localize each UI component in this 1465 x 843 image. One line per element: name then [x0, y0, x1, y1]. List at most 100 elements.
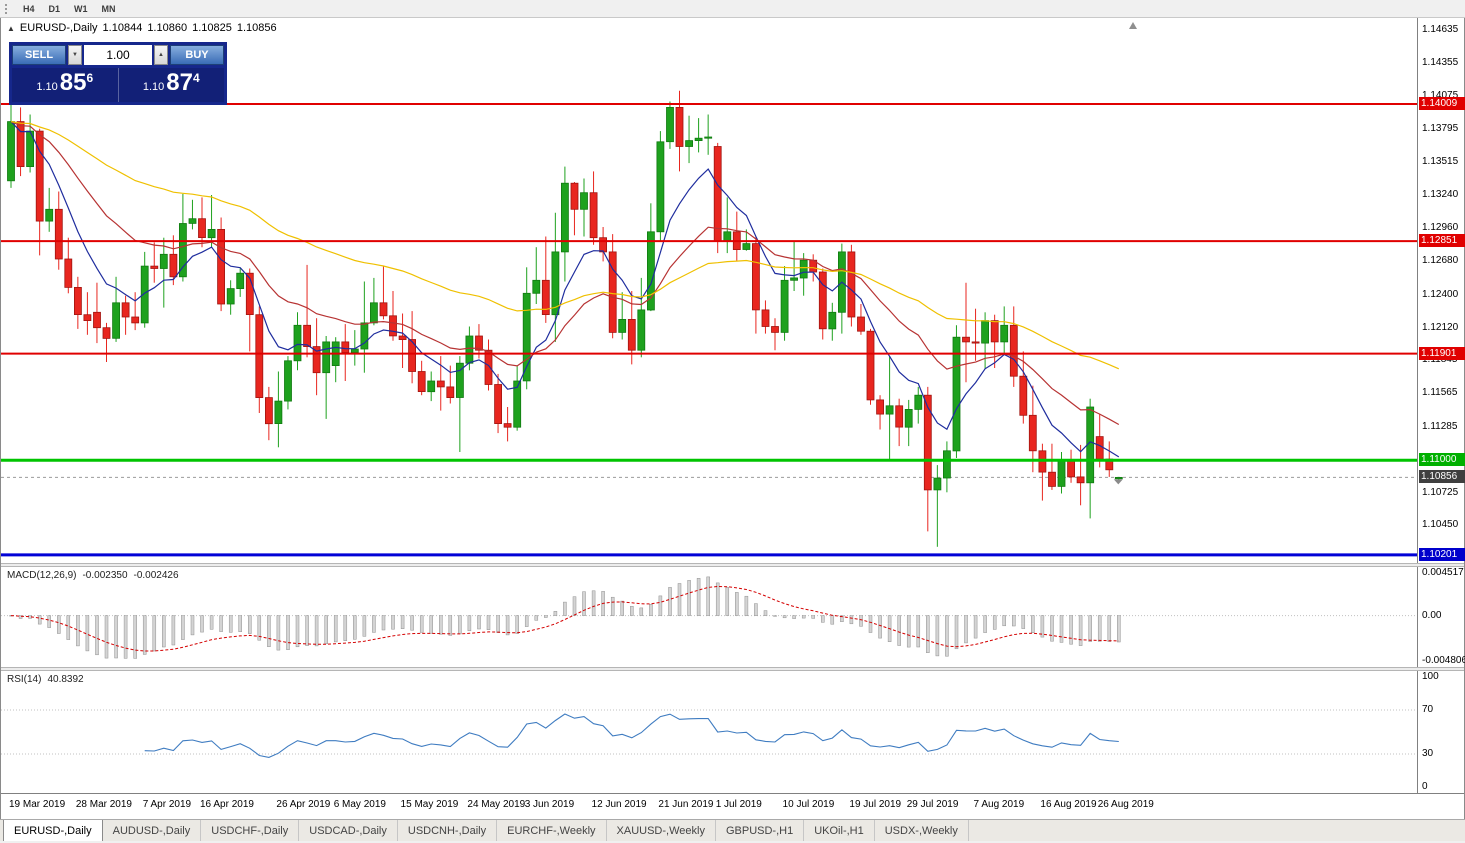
date-label: 1 Jul 2019 — [715, 799, 762, 810]
price-axis-label: 1.12960 — [1422, 222, 1459, 234]
symbol-tab-eurchf-weekly[interactable]: EURCHF-,Weekly — [497, 820, 607, 841]
symbol-tab-gbpusd-h1[interactable]: GBPUSD-,H1 — [716, 820, 805, 841]
ohlc-low: 1.10825 — [192, 22, 232, 34]
chart-tab-bar: EURUSD-,Daily AUDUSD-,Daily USDCHF-,Daily U… — [0, 819, 1465, 841]
candlestick-canvas[interactable] — [1, 18, 1417, 563]
toolbar-grip-icon[interactable] — [5, 3, 9, 14]
date-label: 19 Jul 2019 — [849, 799, 902, 810]
price-axis[interactable]: 1.14635 1.14355 1.14075 1.13795 1.13515 1.132… — [1417, 18, 1465, 563]
price-axis-label: 1.11285 — [1422, 420, 1458, 432]
price-axis-label: 1.12400 — [1422, 288, 1459, 300]
rsi-value: 40.8392 — [47, 674, 84, 685]
date-label: 3 Jun 2019 — [524, 799, 575, 810]
chart-title: ▲ EURUSD-,Daily 1.10844 1.10860 1.10825 1.108… — [7, 22, 282, 34]
sell-price[interactable]: 1.10 85 6 — [36, 69, 94, 96]
date-label: 16 Apr 2019 — [200, 799, 254, 810]
price-axis-label: 1.10450 — [1422, 519, 1459, 531]
symbol-tab-usdchf-daily[interactable]: USDCHF-,Daily — [201, 820, 300, 841]
date-label: 10 Jul 2019 — [782, 799, 835, 810]
price-divider — [117, 68, 119, 102]
price-axis-label: 1.14355 — [1422, 57, 1459, 68]
macd-signal-value: -0.002426 — [133, 570, 179, 581]
price-axis-label: 1.14635 — [1422, 23, 1459, 35]
symbol-tab-eurusd-daily[interactable]: EURUSD-,Daily — [3, 820, 103, 841]
ohlc-high: 1.10860 — [147, 22, 188, 34]
macd-axis-label: 0.00 — [1422, 609, 1442, 621]
one-click-trading-panel: SELL ▼ 1.00 ▲ BUY 1.10 85 6 1.10 87 4 — [9, 42, 227, 105]
price-axis-label: 1.13515 — [1422, 156, 1459, 168]
date-label: 7 Aug 2019 — [973, 799, 1025, 810]
ma-line-21 — [10, 121, 1120, 426]
rsi-canvas[interactable] — [1, 671, 1417, 793]
rsi-line — [144, 713, 1119, 758]
chart-shift-icon[interactable] — [1129, 22, 1137, 29]
ohlc-open: 1.10844 — [102, 22, 143, 34]
timeframe-button-mn[interactable]: MN — [101, 3, 116, 14]
macd-signal-line — [10, 585, 1119, 652]
timeframe-button-w1[interactable]: W1 — [74, 3, 88, 14]
buy-price[interactable]: 1.10 87 4 — [142, 69, 200, 96]
buy-button[interactable]: BUY — [170, 45, 224, 65]
symbol-tab-usdcnh-daily[interactable]: USDCNH-,Daily — [398, 820, 498, 841]
symbol-tab-ukoil-h1[interactable]: UKOil-,H1 — [804, 820, 875, 841]
sell-button[interactable]: SELL — [12, 45, 66, 65]
symbol-tab-usdx-weekly[interactable]: USDX-,Weekly — [875, 820, 969, 841]
macd-axis[interactable]: 0.004517 0.00 -0.004806 — [1417, 567, 1465, 667]
ma-line-8 — [10, 121, 1120, 458]
date-label: 26 Apr 2019 — [276, 799, 331, 810]
macd-axis-label: 0.004517 — [1422, 567, 1464, 578]
date-label: 12 Jun 2019 — [591, 799, 647, 810]
panel-splitter[interactable] — [1, 563, 1464, 567]
volume-increase-button[interactable]: ▲ — [154, 45, 168, 65]
price-axis-label: 1.13795 — [1422, 123, 1459, 135]
ma-line-55 — [10, 121, 1120, 370]
candles-layer — [7, 90, 1123, 547]
date-label: 24 May 2019 — [467, 799, 526, 810]
date-label: 6 May 2019 — [333, 799, 386, 810]
rsi-label: RSI(14) 40.8392 — [7, 674, 84, 685]
date-label: 7 Apr 2019 — [142, 799, 192, 810]
date-label: 28 Mar 2019 — [75, 799, 132, 810]
rsi-axis-label: 0 — [1422, 781, 1428, 792]
toolbar: H4 D1 W1 MN — [0, 0, 1465, 18]
timeframe-button-d1[interactable]: D1 — [48, 3, 61, 14]
timeframe-button-h4[interactable]: H4 — [23, 3, 35, 14]
macd-main-value: -0.002350 — [82, 570, 128, 581]
price-axis-label: 1.11845 — [1422, 354, 1458, 366]
date-label: 19 Mar 2019 — [9, 799, 66, 810]
date-label: 21 Jun 2019 — [658, 799, 714, 810]
symbol-tab-xauusd-weekly[interactable]: XAUUSD-,Weekly — [607, 820, 716, 841]
macd-panel[interactable]: MACD(12,26,9) -0.002350 -0.002426 0.004517… — [1, 567, 1465, 667]
price-axis-label: 1.14075 — [1422, 90, 1459, 102]
ohlc-close: 1.10856 — [236, 22, 277, 34]
date-label: 29 Jul 2019 — [906, 799, 959, 810]
one-click-toggle-icon[interactable]: ▲ — [7, 24, 15, 33]
macd-canvas[interactable] — [1, 567, 1417, 667]
panel-splitter[interactable] — [1, 667, 1464, 671]
volume-down-icon: ▼ — [72, 52, 78, 58]
volume-input[interactable]: 1.00 — [84, 45, 152, 65]
rsi-axis-label: 100 — [1422, 671, 1439, 682]
time-axis[interactable]: 19 Mar 2019 28 Mar 2019 7 Apr 2019 16 Apr 2… — [1, 793, 1464, 819]
date-label: 16 Aug 2019 — [1040, 799, 1097, 810]
resistance-line-2-tag: 1.12851 — [1419, 234, 1465, 248]
resistance-line-1-tag: 1.14009 — [1419, 96, 1465, 110]
support-line-green-tag: 1.11000 — [1419, 453, 1465, 467]
date-label: 26 Aug 2019 — [1097, 799, 1154, 810]
rsi-axis-label: 30 — [1422, 748, 1434, 759]
symbol-tab-usdcad-daily[interactable]: USDCAD-,Daily — [299, 820, 398, 841]
macd-axis-label: -0.004806 — [1422, 655, 1465, 666]
date-label: 15 May 2019 — [400, 799, 459, 810]
price-chart-panel[interactable]: ▲ EURUSD-,Daily 1.10844 1.10860 1.10825 1.108… — [1, 18, 1465, 563]
volume-decrease-button[interactable]: ▼ — [68, 45, 82, 65]
symbol-tab-audusd-daily[interactable]: AUDUSD-,Daily — [103, 820, 202, 841]
current-price-line-tag: 1.10856 — [1419, 470, 1465, 484]
resistance-line-3-tag: 1.11901 — [1419, 346, 1465, 360]
chart-window: ▲ EURUSD-,Daily 1.10844 1.10860 1.10825 1.108… — [0, 18, 1465, 819]
price-axis-label: 1.12680 — [1422, 255, 1459, 267]
support-line-blue-tag: 1.10201 — [1419, 547, 1465, 561]
macd-label: MACD(12,26,9) -0.002350 -0.002426 — [7, 570, 179, 581]
rsi-axis[interactable]: 100 70 30 0 — [1417, 671, 1464, 793]
price-axis-label: 1.12120 — [1422, 321, 1459, 333]
rsi-panel[interactable]: RSI(14) 40.8392 100 70 30 0 — [1, 671, 1464, 793]
